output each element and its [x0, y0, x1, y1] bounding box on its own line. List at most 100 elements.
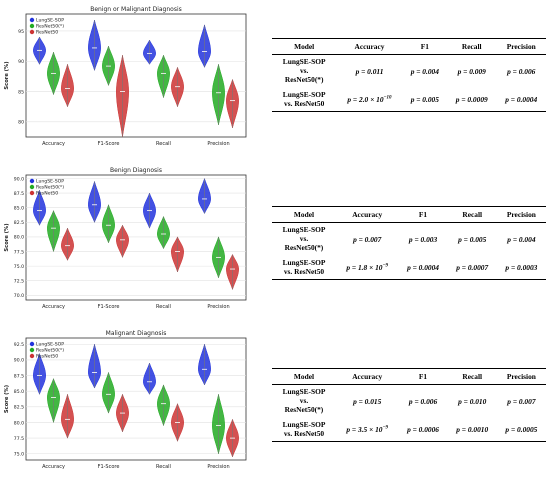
- y-tick-label: 90.0: [14, 358, 24, 364]
- precision-cell: p = 0.0004: [496, 87, 546, 113]
- legend-label: ResNet50: [36, 354, 58, 360]
- recall-cell: p = 0.010: [458, 396, 487, 406]
- recall-cell: p = 0.0009: [447, 87, 497, 113]
- chart-panel-benign: Benign Diagnosis 70.0 72.5 75.0 77.5 80.0 82.5…: [0, 163, 250, 318]
- table-row: LungSE-SOP vs. ResNet50(*) p = 0.007 p = 0…: [272, 223, 546, 256]
- header-precision: Precision: [496, 368, 546, 385]
- header-recall: Recall: [447, 206, 497, 223]
- header-recall: Recall: [447, 38, 497, 55]
- legend-marker: [29, 17, 35, 23]
- accuracy-value: p = 3.5 × 10: [346, 425, 383, 434]
- precision-cell: p = 0.007: [507, 396, 536, 406]
- y-tick-label: 82.5: [14, 220, 24, 226]
- precision-cell: p = 0.0005: [496, 417, 546, 443]
- legend-marker: [29, 341, 35, 347]
- model-cell: LungSE-SOP vs. ResNet50(*): [272, 55, 336, 88]
- legend-marker: [29, 184, 35, 190]
- model-cell: LungSE-SOP vs. ResNet50: [272, 255, 336, 281]
- y-tick-label: 90.0: [14, 176, 24, 182]
- legend-marker: [29, 23, 35, 29]
- accuracy-cell: p = 3.5 × 10−9: [335, 417, 399, 443]
- accuracy-cell: p = 0.015: [353, 396, 382, 406]
- y-tick-label: 75.0: [14, 264, 24, 270]
- y-tick-label: 80.0: [14, 420, 24, 426]
- precision-cell: p = 0.0003: [496, 255, 546, 281]
- legend-marker: [29, 190, 35, 196]
- y-axis-label: Score (%): [4, 385, 10, 413]
- chart-title: Benign or Malignant Diagnosis: [90, 6, 182, 13]
- model-vs: vs. ResNet50: [284, 98, 325, 108]
- accuracy-cell: p = 2.0 × 10−10: [336, 87, 403, 113]
- f1-cell: p = 0.005: [402, 87, 448, 113]
- chart-title: Benign Diagnosis: [110, 167, 162, 174]
- recall-cell: p = 0.005: [458, 234, 487, 244]
- header-recall: Recall: [447, 368, 497, 385]
- f1-cell: p = 0.003: [408, 234, 438, 244]
- pvalue-table-overall: Model Accuracy F1 Recall Precision LungS…: [272, 38, 546, 113]
- f1-cell: p = 0.0004: [398, 255, 448, 281]
- legend-marker: [29, 178, 35, 184]
- f1-cell: p = 0.0006: [398, 417, 448, 443]
- model-vs: vs. ResNet50: [283, 428, 325, 438]
- legend-label: LungSE-SOP: [36, 18, 64, 24]
- model-name: LungSE-SOP: [282, 225, 326, 234]
- model-vs: vs.: [299, 233, 309, 243]
- y-tick-label: 75.0: [14, 452, 24, 458]
- plot-area: [25, 174, 247, 301]
- header-model: Model: [272, 206, 336, 223]
- y-tick-label: 95: [18, 29, 24, 35]
- model-name: LungSE-SOP: [282, 387, 326, 396]
- legend-label: ResNet50(*): [36, 185, 64, 191]
- model-name: LungSE-SOP: [282, 89, 326, 99]
- x-tick-label: F1-Score: [98, 141, 120, 147]
- model-name: LungSE-SOP: [282, 257, 326, 267]
- table-row: LungSE-SOP vs. ResNet50 p = 2.0 × 10−10 p…: [272, 87, 546, 113]
- y-tick-label: 80: [18, 120, 24, 126]
- y-axis-label: Score (%): [4, 61, 10, 89]
- accuracy-exponent: −9: [382, 425, 389, 431]
- pvalue-table-malignant: Model Accuracy F1 Recall Precision LungS…: [272, 368, 546, 443]
- model-compared: ResNet50(*): [284, 74, 324, 84]
- header-model: Model: [272, 368, 336, 385]
- header-f1: F1: [398, 368, 448, 385]
- y-tick-label: 70.0: [14, 293, 24, 299]
- header-f1: F1: [398, 206, 448, 223]
- y-tick-label: 80.0: [14, 235, 24, 241]
- table-header-row: Model Accuracy F1 Recall Precision: [272, 206, 546, 223]
- header-f1: F1: [402, 38, 448, 55]
- chart-title: Malignant Diagnosis: [106, 330, 167, 337]
- model-compared: ResNet50(*): [284, 242, 324, 252]
- model-vs: vs.: [299, 65, 309, 75]
- model-name: LungSE-SOP: [282, 419, 326, 429]
- legend-label: ResNet50(*): [36, 348, 64, 354]
- x-tick-label: Accuracy: [42, 141, 65, 147]
- y-tick-label: 77.5: [14, 249, 24, 255]
- y-axis-label: Score (%): [4, 223, 10, 251]
- y-tick-label: 90: [18, 59, 24, 65]
- model-cell: LungSE-SOP vs. ResNet50: [272, 417, 336, 443]
- violin-chart-malignant: Malignant Diagnosis 75.0 77.5 80.0 82.5 85.0 8…: [4, 330, 247, 470]
- model-name: LungSE-SOP: [282, 57, 326, 66]
- y-tick-label: 92.5: [14, 342, 24, 348]
- precision-cell: p = 0.004: [507, 234, 536, 244]
- accuracy-cell: p = 0.007: [353, 234, 382, 244]
- header-model: Model: [272, 38, 337, 55]
- accuracy-value: p = 1.8 × 10: [346, 263, 383, 272]
- legend-label: LungSE-SOP: [36, 179, 64, 185]
- f1-cell: p = 0.006: [408, 396, 438, 406]
- table-header-row: Model Accuracy F1 Recall Precision: [272, 368, 546, 385]
- legend-label: ResNet50(*): [36, 24, 64, 30]
- accuracy-exponent: −10: [383, 95, 392, 101]
- model-compared: ResNet50(*): [284, 404, 324, 414]
- pvalue-table-benign: Model Accuracy F1 Recall Precision LungS…: [272, 206, 546, 281]
- x-tick-label: F1-Score: [98, 304, 120, 310]
- x-tick-label: Precision: [207, 304, 229, 310]
- y-tick-label: 77.5: [14, 436, 24, 442]
- x-tick-label: F1-Score: [98, 464, 120, 470]
- recall-cell: p = 0.0007: [447, 255, 497, 281]
- x-tick-label: Recall: [156, 141, 171, 147]
- accuracy-cell: p = 1.8 × 10−9: [335, 255, 399, 281]
